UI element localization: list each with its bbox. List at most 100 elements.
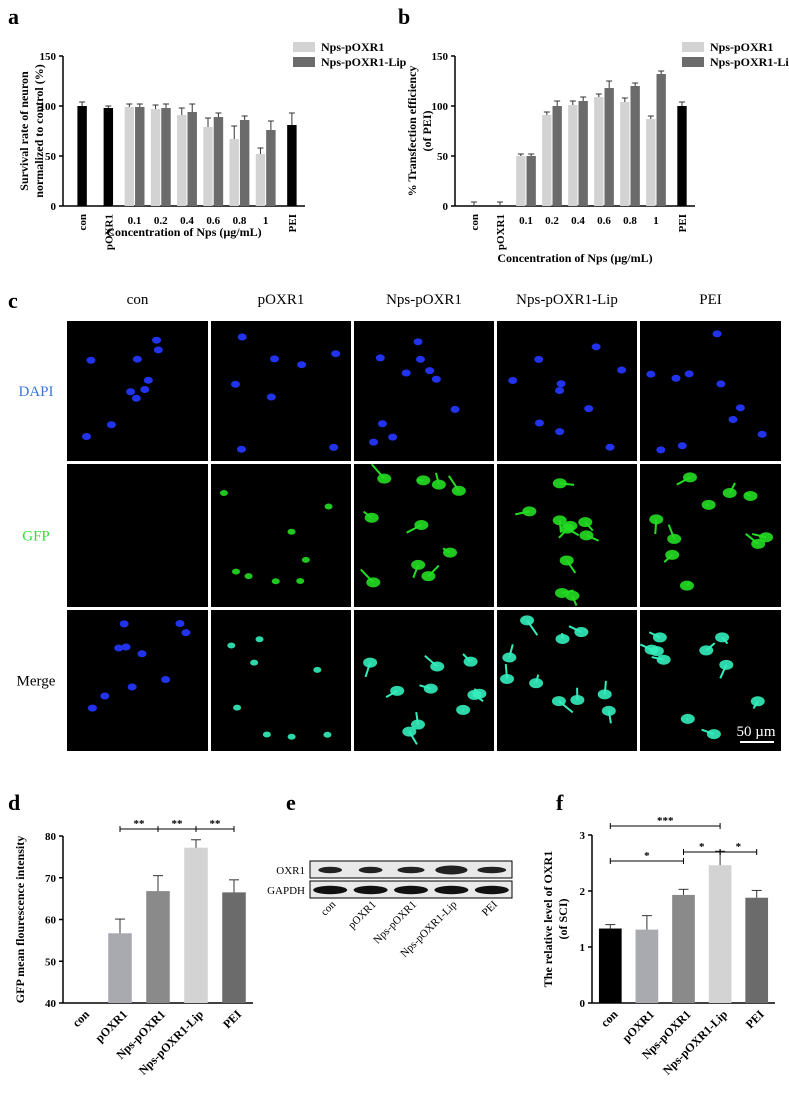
nucleus-mark: [415, 355, 425, 363]
y-axis-title: % Transfection efficiency(of PEI): [405, 66, 434, 197]
micrograph-DAPI-pOXR1: [211, 321, 351, 461]
bar-Nps-pOXR1-Lip-0.8: [630, 86, 640, 206]
x-tick-label: 0.6: [597, 215, 611, 227]
nucleus-mark: [119, 620, 129, 628]
neurite-mark: [360, 568, 374, 584]
bar-Nps-pOXR1-Lip-0.4: [187, 112, 197, 206]
neurite-mark: [412, 564, 420, 579]
micrograph-row-label: GFP: [22, 529, 50, 545]
cell-mark: [219, 489, 228, 496]
bar-Nps-pOXR1-Lip-0.2: [161, 108, 171, 206]
bar-Nps-pOXR1-0.1: [516, 156, 526, 206]
micrograph-row-label: DAPI: [18, 384, 53, 400]
legend-label: Nps-pOXR1-Lip: [321, 55, 407, 69]
nucleus-mark: [735, 404, 745, 412]
neurite-mark: [745, 492, 751, 497]
y-tick-label: 0: [443, 201, 449, 213]
neurite-mark: [415, 711, 419, 725]
neurite-mark: [651, 656, 664, 661]
x-tick-label: 0.8: [623, 215, 637, 227]
bar-Nps-pOXR1-Lip-0.6: [213, 117, 224, 206]
blot-lane-label: pOXR1: [346, 899, 379, 932]
bar-PEI: [677, 106, 687, 206]
y-axis-title: GFP mean flourescence intensity: [13, 836, 27, 1003]
micrograph-row-label: Merge: [17, 674, 56, 690]
neurite-mark: [648, 631, 661, 639]
nucleus-mark: [431, 375, 441, 383]
nucleus-mark: [236, 445, 246, 453]
nucleus-mark: [126, 388, 136, 396]
micrograph-DAPI-Nps-pOXR1: [354, 321, 494, 461]
neurite-mark: [535, 674, 540, 684]
bar-Nps-pOXR1-0.8: [620, 102, 630, 206]
bar-Nps-pOXR1-Lip-0.6: [604, 88, 614, 206]
bar-Nps-pOXR1-0.6: [203, 127, 213, 206]
neurite-mark: [462, 653, 472, 663]
x-tick-label: pOXR1: [92, 1007, 130, 1045]
nucleus-mark: [230, 380, 240, 388]
nucleus-mark: [331, 350, 341, 358]
bar-PEI: [287, 125, 297, 206]
cell-mark: [271, 578, 280, 585]
neurite-mark: [462, 709, 465, 712]
nucleus-mark: [556, 380, 566, 388]
y-tick-label: 50: [437, 151, 449, 163]
neurite-mark: [406, 524, 422, 534]
y-axis-title-line: normalized to control (%): [32, 64, 46, 197]
nucleus-mark: [87, 704, 97, 712]
neurite-mark: [526, 619, 539, 636]
nucleus-mark: [716, 380, 726, 388]
band-gapdh: [394, 885, 428, 895]
neurite-mark: [364, 662, 372, 678]
blot-band-label: OXR1: [276, 865, 305, 877]
nucleus-mark: [646, 370, 656, 378]
cell-mark: [324, 503, 333, 510]
panel-letter-e: e: [286, 790, 296, 815]
chart-f-oxr1-level: 0 1 2 3 The relative level of OXR1(of SCI) co…: [541, 815, 775, 1077]
bar-pOXR1: [103, 108, 114, 206]
x-tick-label: 0.8: [233, 215, 247, 227]
micrograph-Merge-pOXR1: [211, 610, 351, 751]
neurite-mark: [427, 564, 440, 577]
x-tick-label: con: [77, 214, 89, 231]
nucleus-mark: [106, 421, 116, 429]
micrograph-GFP-con: [67, 464, 208, 607]
nucleus-mark: [237, 333, 247, 341]
bar-Nps-pOXR1-Lip: [184, 847, 208, 1003]
band-gapdh: [474, 885, 509, 895]
neurite-mark: [568, 625, 582, 633]
nucleus-mark: [131, 394, 141, 402]
micrograph-DAPI-PEI: [640, 321, 781, 461]
cell-mark: [227, 642, 236, 649]
chart-b-transfection: 0 50 100 150 % Transfection efficiency(of PE…: [405, 40, 789, 265]
neurite-mark: [728, 482, 736, 494]
cell-mark: [255, 636, 264, 643]
bar-Nps-pOXR1-0.4: [568, 105, 578, 206]
nucleus-mark: [132, 355, 142, 363]
band-oxr1: [318, 866, 343, 874]
bar-Nps-pOXR1-Lip: [708, 865, 732, 1003]
x-tick-label: pOXR1: [103, 214, 115, 250]
nucleus-mark: [450, 405, 460, 413]
legend-swatch: [682, 57, 704, 67]
y-tick-label: 3: [580, 830, 586, 842]
blot-lane-label: PEI: [480, 898, 500, 918]
bar-Nps-pOXR1-Lip-0.2: [552, 106, 562, 206]
y-tick-label: 100: [432, 101, 449, 113]
x-tick-label: con: [69, 1007, 92, 1030]
neurite-mark: [419, 684, 432, 690]
nucleus-mark: [269, 355, 279, 363]
nucleus-mark: [137, 650, 147, 658]
neurite-mark: [559, 482, 575, 486]
nucleus-mark: [266, 393, 276, 401]
micrograph-grid: con pOXR1 Nps-pOXR1 Nps-pOXR1-Lip PEI DAPI GFP…: [17, 292, 781, 751]
x-tick-label: 0.1: [128, 215, 142, 227]
y-tick-label: 50: [45, 956, 57, 968]
x-tick-label: 0.4: [180, 215, 194, 227]
x-tick-label: con: [469, 214, 481, 231]
micrograph-GFP-pOXR1: [211, 464, 351, 607]
cell-mark: [313, 666, 322, 673]
y-tick-label: 0: [580, 998, 586, 1010]
